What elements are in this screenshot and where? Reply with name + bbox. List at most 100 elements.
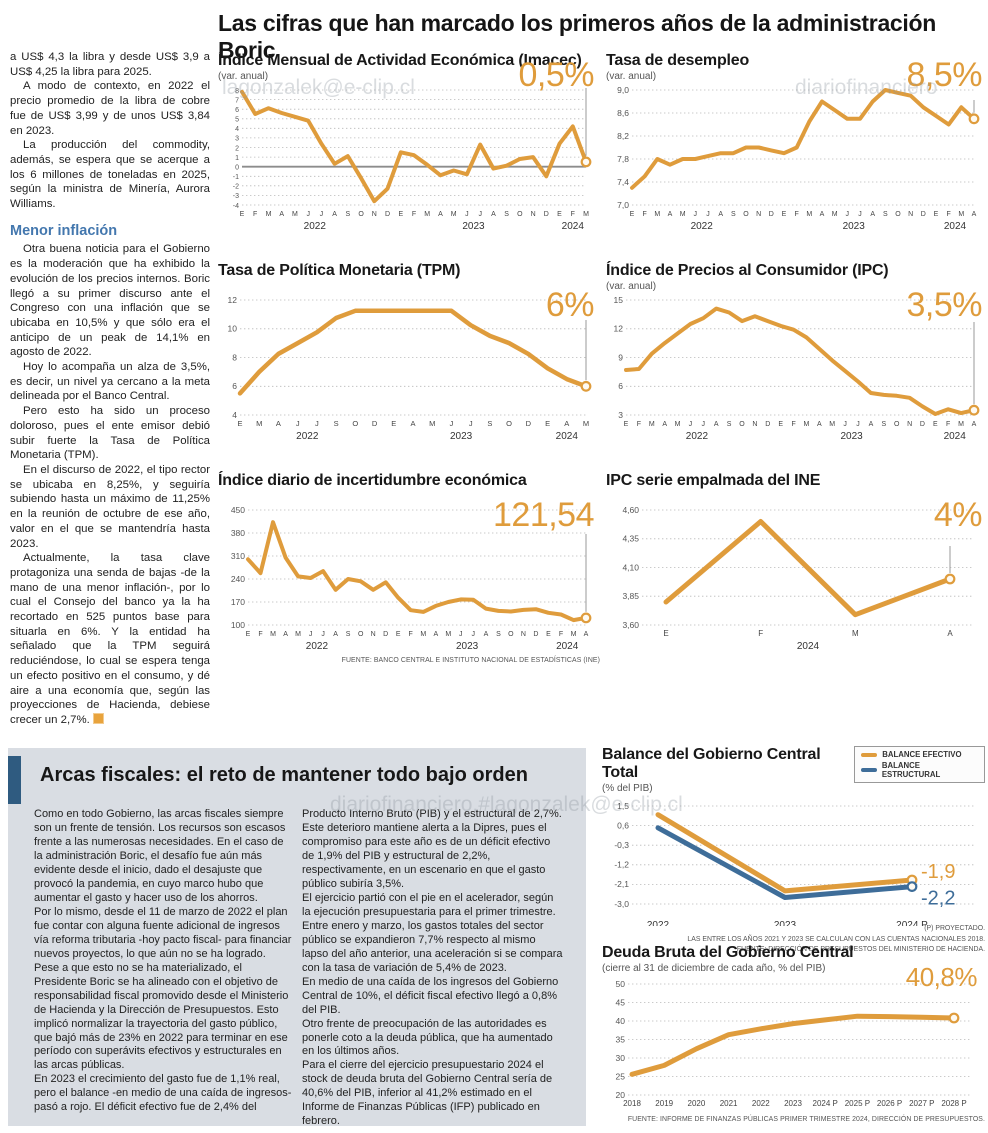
chart-subtitle: (var. anual) [218,71,269,82]
svg-text:E: E [398,211,403,218]
svg-text:8: 8 [232,352,237,362]
fiscal-section-title: Arcas fiscales: el reto de mantener todo… [40,764,528,786]
svg-text:A: A [438,211,443,218]
svg-text:30: 30 [616,1053,626,1063]
chart-title: Tasa de desempleo [606,52,750,69]
svg-text:6: 6 [618,381,623,391]
svg-text:M: M [270,631,276,638]
svg-text:-3: -3 [233,193,239,200]
svg-text:A: A [584,631,589,638]
svg-text:A: A [332,211,337,218]
svg-text:N: N [531,211,536,218]
svg-text:S: S [487,419,492,428]
chart-subtitle [218,281,600,294]
fiscal-section-panel: Arcas fiscales: el reto de mantener todo… [8,748,586,1127]
svg-text:A: A [410,419,415,428]
svg-text:F: F [795,211,799,218]
legend-item-efectivo: BALANCE EFECTIVO [861,750,978,759]
footnote-line: LAS ENTRE LOS AÑOS 2021 Y 2023 SE CALCUL… [687,935,985,943]
svg-text:A: A [662,421,667,428]
svg-text:D: D [920,421,925,428]
svg-text:M: M [680,211,686,218]
svg-text:J: J [843,421,847,428]
svg-text:-4: -4 [233,203,239,210]
svg-text:A: A [714,421,719,428]
svg-text:M: M [806,211,812,218]
fiscal-paragraph: Como en todo Gobierno, las arcas fiscale… [34,808,286,904]
svg-text:O: O [508,631,514,638]
svg-text:6: 6 [235,107,239,114]
svg-text:M: M [292,211,298,218]
svg-text:50: 50 [616,979,626,989]
article-paragraph: Hoy lo acompaña un alza de 3,5%, es deci… [10,361,210,403]
svg-text:7,4: 7,4 [617,177,629,187]
svg-text:7,8: 7,8 [617,154,629,164]
df-logo-endmark-icon [92,712,104,724]
svg-text:A: A [817,421,822,428]
svg-text:4,60: 4,60 [622,505,639,515]
svg-text:F: F [758,629,763,638]
chart-title: Índice de Precios al Consumidor (IPC) [606,262,889,279]
svg-text:-0,3: -0,3 [614,840,629,850]
svg-text:2024: 2024 [797,641,820,652]
svg-text:D: D [526,419,532,428]
svg-text:-2,1: -2,1 [614,879,629,889]
svg-text:2022: 2022 [296,431,319,442]
svg-text:E: E [246,631,251,638]
article-paragraph: En el discurso de 2022, el tipo rector s… [10,463,210,550]
latest-value-label: 0,5% [518,56,595,94]
svg-text:A: A [869,421,874,428]
svg-text:2024: 2024 [944,221,967,232]
svg-text:D: D [383,631,388,638]
svg-text:A: A [564,419,569,428]
latest-value-label: 40,8% [905,962,978,992]
svg-text:170: 170 [231,597,245,607]
chart-desempleo: Tasa de desempleo (var. anual) 8,5% 9,0 8… [606,52,988,242]
chart-subtitle [606,491,988,504]
latest-value-label: 3,5% [906,286,983,324]
chart-subtitle: (% del PIB) [602,783,653,794]
svg-text:A: A [433,631,438,638]
svg-text:E: E [240,211,245,218]
svg-text:1,5: 1,5 [617,801,629,811]
svg-text:E: E [663,629,668,638]
svg-text:380: 380 [231,528,245,538]
svg-text:2023: 2023 [840,431,863,442]
legend-label: BALANCE ESTRUCTURAL [881,761,941,779]
fiscal-paragraph: En 2023 el crecimiento del gasto fue de … [34,1073,292,1114]
svg-text:12: 12 [614,324,624,334]
svg-text:N: N [907,421,912,428]
svg-text:N: N [372,211,377,218]
chart-title: IPC serie empalmada del INE [606,472,821,489]
estructural-swatch-icon [861,768,877,772]
svg-text:E: E [545,419,550,428]
chart-title: Balance del Gobierno Central Total [602,746,821,781]
svg-text:M: M [654,211,660,218]
section-accent-bar [8,756,21,804]
svg-text:F: F [258,631,262,638]
svg-text:S: S [334,419,339,428]
svg-text:2018: 2018 [623,1099,641,1108]
article-paragraph-group-2: Otra buena noticia para el Gobierno es l… [10,242,210,551]
svg-text:A: A [279,211,284,218]
svg-text:O: O [894,421,900,428]
svg-text:A: A [718,211,723,218]
svg-text:M: M [424,211,430,218]
latest-value-label: 6% [545,286,595,324]
svg-text:E: E [546,631,551,638]
svg-text:A: A [820,211,825,218]
svg-text:E: E [391,419,396,428]
svg-text:2022: 2022 [306,641,329,652]
svg-text:E: E [624,421,629,428]
svg-text:2024: 2024 [556,431,579,442]
svg-text:M: M [649,421,655,428]
svg-text:O: O [506,419,512,428]
svg-text:J: J [856,421,860,428]
fiscal-paragraph: El ejercicio partió con el pie en el ace… [302,891,563,974]
svg-text:2028 P: 2028 P [941,1099,966,1108]
fiscal-paragraph: En medio de una caída de los ingresos de… [302,975,559,1016]
svg-text:M: M [295,631,301,638]
balance-legend: BALANCE EFECTIVO BALANCE ESTRUCTURAL [854,746,985,783]
article-last-text: Actualmente, la tasa clave protagoniza u… [10,552,210,726]
